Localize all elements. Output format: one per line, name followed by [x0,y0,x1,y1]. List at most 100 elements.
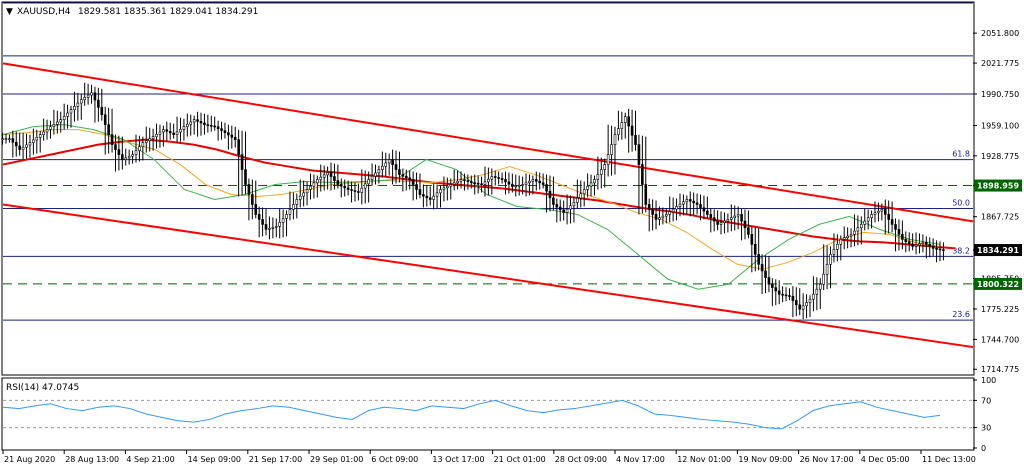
time-tick-label: 11 Dec 13:00 [922,455,976,464]
candle-body [719,222,723,225]
candle-body [589,182,593,187]
candle-body [124,157,128,160]
candle-body [257,214,261,220]
candle-body [558,206,562,211]
candle-body [829,254,832,265]
candle-body [206,124,210,126]
candle-body [791,295,795,301]
candle-body [490,176,494,180]
candle-body [593,179,596,184]
candle-body [459,179,463,182]
candle-body [192,119,196,123]
candle-body [131,154,134,157]
candle-body [914,244,918,247]
candle-body [172,132,175,135]
candle-body [278,222,281,227]
candle-body [644,184,648,205]
candle-body [463,179,466,181]
candle-body [220,128,223,131]
candle-body [79,99,83,104]
candle-body [733,215,737,219]
candle-body [907,241,911,245]
price-tick-label: 1959.100 [981,122,1019,131]
candle-body [110,134,114,145]
candle-body [569,205,572,210]
candle-body [381,165,384,170]
candle-body [127,155,131,159]
candle-body [487,178,490,183]
candle-body [302,192,305,197]
candle-body [343,185,347,189]
candle-body [254,204,258,215]
candle-body [203,122,206,125]
candle-body [103,114,107,125]
chart-menu-arrow[interactable]: ▼ [6,7,13,17]
candle-body [86,94,90,98]
candle-body [928,244,932,247]
candle-body [911,243,914,247]
candle-body [288,209,292,215]
candle-body [394,164,398,170]
candle-body [69,109,73,114]
candle-body [849,234,853,237]
candle-body [357,191,360,193]
candle-body [795,300,798,306]
candle-body [141,142,145,147]
candle-body [610,144,613,155]
price-tag-label: 1800.322 [977,280,1019,289]
candle-body [726,219,730,222]
candle-body [897,229,901,235]
time-tick-label: 4 Dec 05:00 [861,455,910,464]
candle-body [781,293,784,296]
candle-body [73,106,76,111]
candle-body [182,126,186,130]
candle-body [812,293,815,300]
price-tick-label: 2021.775 [981,59,1019,68]
candle-body [572,202,576,207]
candle-body [196,119,199,122]
fib-level-label: 38.2 [952,246,970,255]
candle-body [25,144,28,148]
candle-body [370,175,374,180]
candle-body [76,102,80,107]
candle-body [894,224,897,230]
ma-slow-line [2,138,956,250]
candle-body [326,172,329,176]
candle-body [233,137,237,140]
candle-body [295,199,299,205]
candle-body [452,182,456,185]
candle-body [333,176,336,181]
candle-body [134,150,138,155]
candle-body [500,178,504,180]
candle-body [281,218,285,223]
candle-body [353,190,357,192]
candle-body [576,197,579,203]
candle-body [623,116,627,123]
candle-body [446,185,449,189]
candle-body [582,189,586,195]
rsi-panel-frame [1,377,975,451]
candle-body [408,177,412,180]
candle-body [634,135,637,145]
candle-body [771,283,774,288]
candle-body [730,217,733,220]
candle-body [760,263,764,272]
price-tag-bg [974,179,1022,192]
candle-body [743,220,747,229]
candle-body [268,228,271,230]
time-tick-label: 13 Oct 17:00 [432,455,484,464]
candle-body [363,183,367,189]
price-tick-label: 1867.725 [981,213,1019,222]
candle-body [517,184,521,187]
candle-body [38,134,42,138]
candle-body [432,195,435,200]
candle-body [925,242,928,245]
candle-body [825,263,829,275]
candle-body [757,254,760,265]
candle-body [890,219,894,225]
candle-body [675,206,678,210]
candle-body [883,209,887,215]
trend-channel [2,62,974,349]
candle-body [227,132,230,136]
price-tick-label: 1775.225 [981,305,1019,314]
